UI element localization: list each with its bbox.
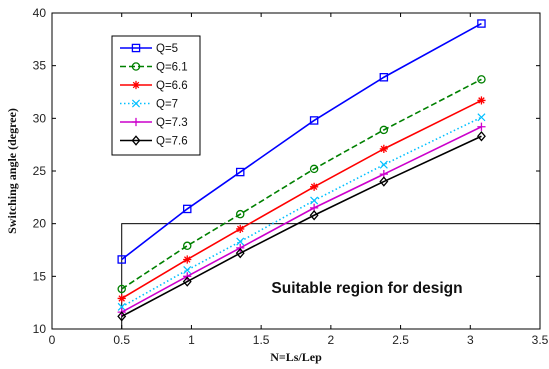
legend-item: Q=7 xyxy=(120,99,178,111)
legend-marker xyxy=(131,117,141,127)
series-line xyxy=(121,135,482,318)
legend-label: Q=7.3 xyxy=(156,117,188,129)
data-point xyxy=(309,164,319,174)
series-layer xyxy=(117,19,486,322)
series-line xyxy=(121,126,482,313)
y-tick-label: 25 xyxy=(33,164,47,178)
series-3 xyxy=(117,96,486,303)
legend-label: Q=7.6 xyxy=(156,136,188,148)
data-point xyxy=(117,255,126,264)
series-line xyxy=(121,78,482,290)
series-2 xyxy=(117,75,486,294)
data-point xyxy=(477,96,486,105)
data-point xyxy=(379,176,389,187)
axis-ticks: 0 0.5 1 1.5 2 2.5 3 3.5 10 15 20 25 30 35 40 xyxy=(33,6,549,347)
x-tick-label: 1.5 xyxy=(253,333,270,347)
data-point xyxy=(477,113,486,122)
x-tick-label: 0 xyxy=(49,333,56,347)
legend-item: Q=7.3 xyxy=(120,117,188,129)
legend-item: Q=6.1 xyxy=(120,62,188,74)
series-line xyxy=(121,22,482,261)
legend: Q=5 Q=6.1 Q=6.6 Q=7 Q=7.3 Q=7.6 xyxy=(111,35,201,156)
series-4 xyxy=(117,113,486,311)
legend-marker xyxy=(131,43,141,53)
data-point xyxy=(117,311,127,322)
x-tick-label: 2.5 xyxy=(392,333,409,347)
data-point xyxy=(310,196,319,205)
data-point xyxy=(235,167,245,177)
legend-item: Q=5 xyxy=(120,43,178,55)
data-point xyxy=(309,210,319,221)
data-point xyxy=(236,243,245,252)
data-point xyxy=(182,204,192,214)
data-point xyxy=(379,144,388,153)
data-point xyxy=(310,182,319,191)
data-point xyxy=(235,247,245,259)
legend-marker xyxy=(131,99,141,108)
data-point xyxy=(117,294,126,303)
legend-label: Q=5 xyxy=(156,43,178,55)
x-tick-label: 0.5 xyxy=(113,333,130,347)
x-tick-label: 1 xyxy=(188,333,195,347)
x-axis-label: N=Ls/Lep xyxy=(270,350,322,364)
legend-item: Q=6.6 xyxy=(120,80,188,92)
data-point xyxy=(236,237,245,246)
data-point xyxy=(182,241,192,251)
data-point xyxy=(235,209,245,219)
series-line xyxy=(121,116,482,308)
x-tick-label: 2 xyxy=(328,333,335,347)
series-6 xyxy=(117,131,486,322)
series-line xyxy=(121,99,482,300)
y-tick-label: 35 xyxy=(33,59,47,73)
data-point xyxy=(477,19,486,28)
data-point xyxy=(117,284,126,294)
x-tick-label: 3 xyxy=(467,333,474,347)
data-point xyxy=(183,272,192,281)
data-point xyxy=(477,75,486,84)
legend-marker xyxy=(131,62,141,71)
y-tick-label: 15 xyxy=(33,269,47,283)
data-point xyxy=(236,224,245,234)
data-point xyxy=(183,265,192,275)
legend-label: Q=6.1 xyxy=(156,62,188,74)
data-point xyxy=(379,160,388,169)
legend-item: Q=7.6 xyxy=(120,135,188,148)
legend-marker xyxy=(131,80,141,90)
data-point xyxy=(117,302,126,311)
data-point xyxy=(379,73,389,82)
legend-marker xyxy=(131,135,141,146)
legend-label: Q=7 xyxy=(156,99,178,111)
legend-label: Q=6.6 xyxy=(156,80,188,92)
data-point xyxy=(182,276,192,287)
y-tick-label: 40 xyxy=(33,6,47,20)
data-point xyxy=(476,131,486,142)
series-1 xyxy=(117,19,486,264)
data-point xyxy=(309,116,319,125)
legend-box xyxy=(111,35,201,156)
data-point xyxy=(379,125,389,135)
y-tick-label: 30 xyxy=(33,111,47,125)
data-point xyxy=(477,122,486,131)
y-axis-label: Switching angle (degree) xyxy=(5,108,19,234)
y-tick-label: 20 xyxy=(33,217,47,231)
x-tick-label: 3.5 xyxy=(532,333,549,347)
annotation-text: Suitable region for design xyxy=(271,280,462,297)
y-tick-label: 10 xyxy=(33,322,47,336)
data-point xyxy=(183,255,192,264)
